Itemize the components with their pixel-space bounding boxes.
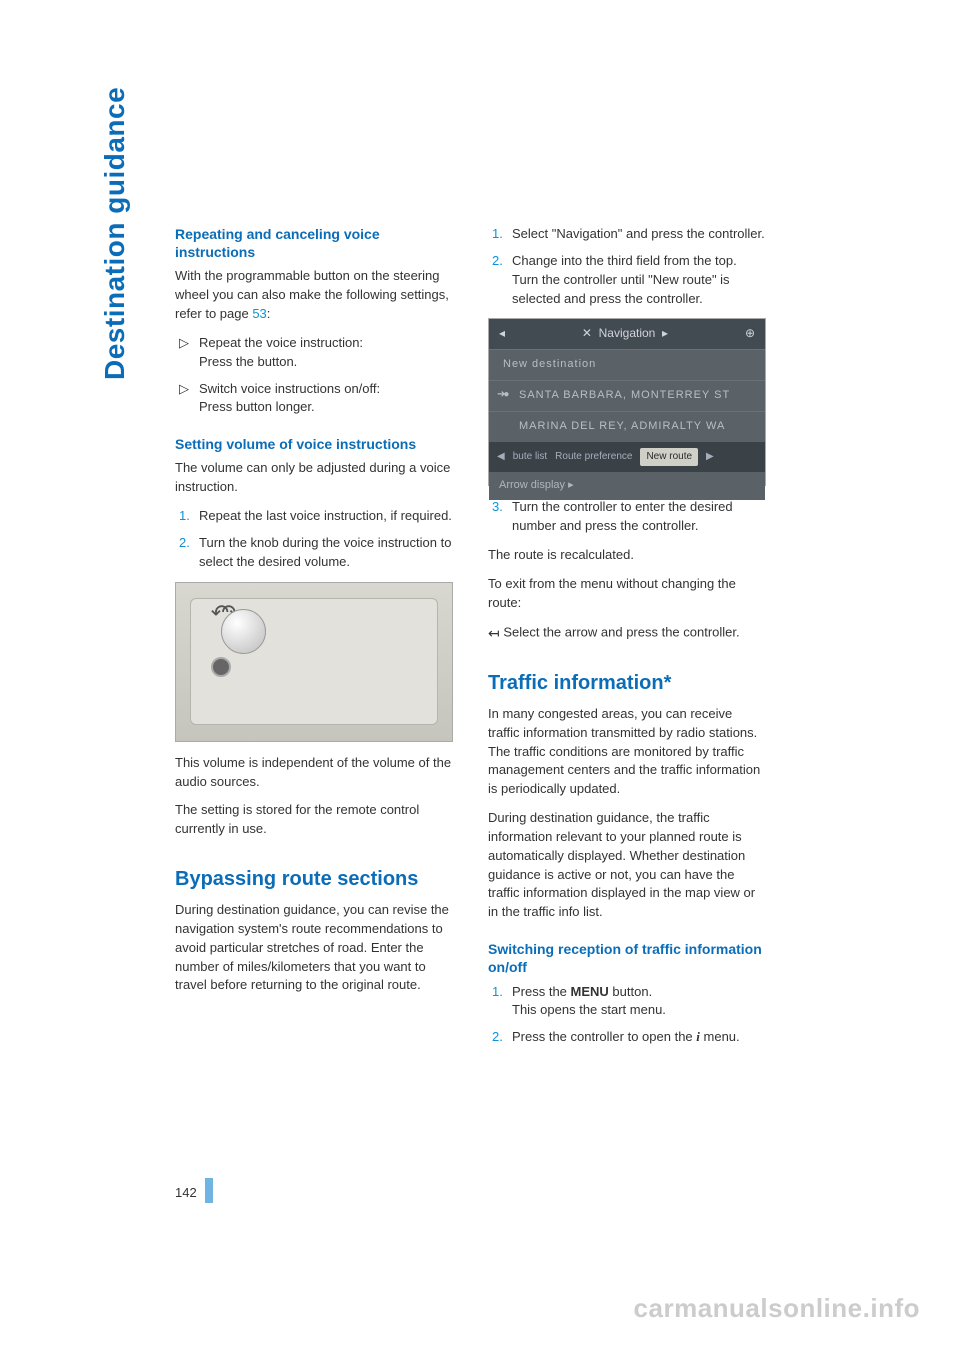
step-number: 2. — [492, 252, 503, 271]
text: Turn the controller to enter the desired… — [512, 499, 733, 533]
para: To exit from the menu without changing t… — [488, 575, 766, 613]
text: Repeat the voice instruction: — [199, 335, 363, 350]
nav-row: New destination — [489, 349, 765, 380]
numbered-list: 1. Press the MENU button. This opens the… — [488, 983, 766, 1048]
step-number: 1. — [179, 507, 190, 526]
nav-tabs: ◀ bute list Route preference New route ▶ — [489, 442, 765, 473]
list-item: 1. Repeat the last voice instruction, if … — [175, 507, 453, 526]
text: Navigation — [599, 326, 656, 340]
page-number-block: 142 — [175, 1178, 213, 1203]
volume-knob-icon — [221, 609, 266, 654]
numbered-list: 1. Repeat the last voice instruction, if … — [175, 507, 453, 572]
dashboard-figure: ↶↷ — [175, 582, 453, 742]
para: During destination guidance, you can rev… — [175, 901, 453, 995]
heading-traffic: Traffic information* — [488, 671, 766, 695]
dashboard-panel: ↶↷ — [190, 598, 438, 724]
page-bar-icon — [205, 1178, 213, 1203]
compass-icon: ⊕ — [745, 325, 755, 342]
heading-switching: Switching reception of traffic informati… — [488, 940, 766, 976]
numbered-list: 3. Turn the controller to enter the desir… — [488, 498, 766, 536]
text: This opens the start menu. — [512, 1002, 666, 1017]
text: Press the controller to open the — [512, 1029, 696, 1044]
para: The route is recalculated. — [488, 546, 766, 565]
heading-repeating: Repeating and canceling voice instructio… — [175, 225, 453, 261]
nav-row: MARINA DEL REY, ADMIRALTY WA — [489, 411, 765, 442]
text: Turn the knob during the voice instructi… — [199, 535, 451, 569]
text: Select the arrow and press the controlle… — [500, 624, 740, 639]
text: With the programmable button on the stee… — [175, 268, 449, 321]
list-item: Switch voice instructions on/off: Press … — [175, 380, 453, 418]
step-number: 1. — [492, 225, 503, 244]
para: With the programmable button on the stee… — [175, 267, 453, 324]
nav-footer: Arrow display ▸ — [489, 472, 765, 500]
list-item: 2. Change into the third field from the t… — [488, 252, 766, 309]
text: button. — [609, 984, 652, 999]
page-ref-link[interactable]: 53 — [252, 306, 266, 321]
para: The setting is stored for the remote con… — [175, 801, 453, 839]
text: : — [267, 306, 271, 321]
list-item: 1. Press the MENU button. This opens the… — [488, 983, 766, 1021]
text: Change into the third field from the top… — [512, 253, 737, 306]
nav-header: ◂ ✕ Navigation ▸ ⊕ — [489, 319, 765, 348]
nav-tab: bute list — [513, 450, 547, 465]
nav-tab-arrow-right-icon: ▶ — [706, 450, 714, 465]
back-arrow-icon: ↤ — [488, 623, 500, 643]
para: ↤ Select the arrow and press the control… — [488, 623, 766, 643]
dash-button-icon — [211, 657, 231, 677]
list-item: 2. Turn the knob during the voice instruc… — [175, 534, 453, 572]
right-column: 1. Select "Navigation" and press the cont… — [488, 225, 766, 1057]
text: Repeat the last voice instruction, if re… — [199, 508, 452, 523]
step-number: 3. — [492, 498, 503, 517]
list-item: 3. Turn the controller to enter the desir… — [488, 498, 766, 536]
side-title: Destination guidance — [95, 87, 136, 380]
para: This volume is independent of the volume… — [175, 754, 453, 792]
text: Press button longer. — [199, 399, 315, 414]
left-column: Repeating and canceling voice instructio… — [175, 225, 453, 1057]
step-number: 1. — [492, 983, 503, 1002]
list-item: Repeat the voice instruction: Press the … — [175, 334, 453, 372]
step-number: 2. — [179, 534, 190, 553]
heading-volume: Setting volume of voice instructions — [175, 435, 453, 453]
heading-bypassing: Bypassing route sections — [175, 867, 453, 891]
step-number: 2. — [492, 1028, 503, 1047]
text: Press the — [512, 984, 571, 999]
para: During destination guidance, the traffic… — [488, 809, 766, 922]
numbered-list: 1. Select "Navigation" and press the cont… — [488, 225, 766, 308]
menu-button-label: MENU — [571, 984, 609, 999]
text: Select "Navigation" and press the contro… — [512, 226, 765, 241]
nav-tab: Route preference — [555, 450, 632, 465]
para: In many congested areas, you can receive… — [488, 705, 766, 799]
text: Press the button. — [199, 354, 297, 369]
nav-screenshot: ◂ ✕ Navigation ▸ ⊕ New destination SANTA… — [488, 318, 766, 486]
para: The volume can only be adjusted during a… — [175, 459, 453, 497]
nav-row: SANTA BARBARA, MONTERREY ST — [489, 380, 765, 411]
watermark: carmanualsonline.info — [634, 1290, 920, 1328]
list-item: 2. Press the controller to open the i me… — [488, 1028, 766, 1047]
text: menu. — [700, 1029, 740, 1044]
text: Switch voice instructions on/off: — [199, 381, 380, 396]
nav-title: ✕ Navigation ▸ — [505, 325, 745, 342]
nav-tab-arrow-left-icon: ◀ — [497, 450, 505, 465]
page-content: Repeating and canceling voice instructio… — [0, 0, 960, 1117]
bullet-list: Repeat the voice instruction: Press the … — [175, 334, 453, 417]
list-item: 1. Select "Navigation" and press the cont… — [488, 225, 766, 244]
page-number: 142 — [175, 1184, 197, 1203]
nav-tab-selected: New route — [640, 448, 698, 467]
